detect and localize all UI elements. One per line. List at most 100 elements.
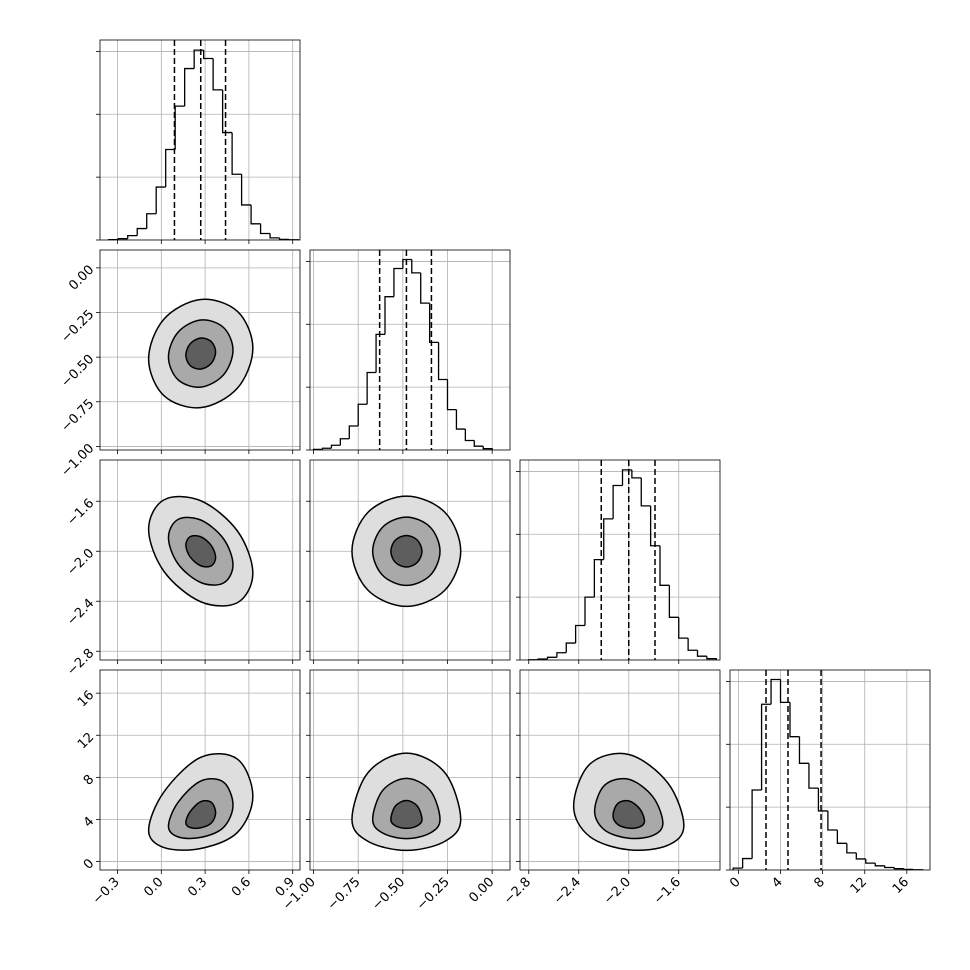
histogram-bin xyxy=(893,867,904,870)
density-panel xyxy=(96,249,301,454)
histogram-bin xyxy=(393,267,403,297)
density-panel xyxy=(306,459,511,664)
histogram-bin xyxy=(556,652,567,658)
x-tick-label: 0.6 xyxy=(229,875,254,900)
histogram-bin xyxy=(696,650,707,657)
x-tick-label: 0.3 xyxy=(185,875,210,900)
histogram-panel xyxy=(306,249,511,454)
histogram-bin xyxy=(770,678,781,705)
panel-frame xyxy=(309,459,511,661)
x-tick-label: −0.3 xyxy=(90,875,123,908)
histogram-bin xyxy=(741,857,753,869)
y-tick-label: 16 xyxy=(75,688,97,710)
density-panel xyxy=(96,459,301,664)
histogram-bin xyxy=(649,505,660,547)
histogram-bin xyxy=(640,477,651,507)
histogram-bin xyxy=(836,830,847,844)
histogram-bin xyxy=(212,58,223,91)
histogram-bin xyxy=(827,810,838,831)
density-panel xyxy=(306,669,511,874)
histogram-panel xyxy=(96,39,301,244)
y-tick-label: 8 xyxy=(81,772,97,788)
x-tick-label: 12 xyxy=(848,875,870,897)
x-tick-label: −2.0 xyxy=(601,875,634,908)
y-tick-label: −1.6 xyxy=(64,496,97,529)
histogram-bin xyxy=(659,545,670,586)
histogram-bin xyxy=(874,863,885,867)
histogram-bin xyxy=(357,403,368,426)
histogram-bin xyxy=(612,484,623,519)
panel-frame xyxy=(99,249,301,451)
histogram-panel-content xyxy=(730,670,930,870)
histogram-bin xyxy=(678,617,689,639)
x-tick-label: 0.0 xyxy=(141,875,166,900)
histogram-panel-content xyxy=(520,460,720,660)
contour xyxy=(185,337,217,370)
histogram-bin xyxy=(269,233,280,239)
histogram-bin xyxy=(117,238,128,240)
y-tick-label: 12 xyxy=(75,730,97,752)
panel-frame xyxy=(99,39,301,241)
histogram-bin xyxy=(375,333,385,373)
histogram-bin xyxy=(789,702,800,738)
contour xyxy=(185,534,217,568)
contour xyxy=(390,799,423,830)
panel-frame xyxy=(99,459,301,661)
histogram-bin xyxy=(428,303,439,344)
histogram-bin xyxy=(631,469,642,479)
histogram-bin xyxy=(808,763,819,789)
histogram-bin xyxy=(565,642,576,653)
x-tick-label: 16 xyxy=(890,875,912,897)
panel-frame xyxy=(519,459,721,661)
histogram-bin xyxy=(278,237,290,240)
x-tick-label: −2.4 xyxy=(551,875,584,908)
histogram-bin xyxy=(865,858,876,864)
x-tick-label: −0.25 xyxy=(414,875,453,914)
y-tick-label: −2.0 xyxy=(64,546,97,579)
density-panel-content xyxy=(100,250,300,450)
histogram-bin xyxy=(687,638,698,651)
histogram-bin xyxy=(668,585,679,618)
histogram-panel xyxy=(516,459,721,664)
histogram-bin xyxy=(193,49,204,69)
histogram-bin xyxy=(259,223,271,235)
density-panel xyxy=(516,669,721,874)
x-tick-label: 8 xyxy=(811,875,827,891)
histogram-bin xyxy=(446,379,457,411)
y-tick-label: −2.4 xyxy=(64,596,97,629)
x-tick-label: 0 xyxy=(727,875,743,891)
histogram-bin xyxy=(240,174,252,206)
histogram-bin xyxy=(537,658,548,660)
histogram-bin xyxy=(402,258,412,269)
histogram-bin xyxy=(165,148,176,188)
histogram-bin xyxy=(184,67,195,107)
density-panel-content xyxy=(310,670,510,870)
histogram-bin xyxy=(903,868,914,870)
histogram-bin xyxy=(174,105,185,150)
histogram-bin xyxy=(146,213,157,229)
histogram-bin xyxy=(546,656,557,660)
histogram-bin xyxy=(706,656,717,660)
density-panel-content xyxy=(310,460,510,660)
y-tick-label: −0.75 xyxy=(59,396,98,435)
x-tick-label: 4 xyxy=(769,875,785,891)
histogram-bin xyxy=(482,446,493,450)
y-tick-label: 0.00 xyxy=(66,263,97,294)
y-tick-label: 0 xyxy=(81,856,97,872)
histogram-bin xyxy=(779,679,790,704)
y-tick-label: −2.8 xyxy=(64,646,97,679)
y-tick-label: 4 xyxy=(81,814,97,830)
histogram-bin xyxy=(136,227,147,236)
histogram-bin xyxy=(884,865,895,869)
histogram-bin xyxy=(203,50,214,60)
histogram-bin xyxy=(127,234,138,239)
contour xyxy=(185,799,217,829)
density-panel-content xyxy=(100,460,300,660)
panel-frame xyxy=(309,669,511,871)
histogram-bin xyxy=(411,259,421,274)
histogram-bin xyxy=(760,703,772,790)
x-tick-label: −0.75 xyxy=(325,875,364,914)
histogram-bin xyxy=(817,788,828,812)
